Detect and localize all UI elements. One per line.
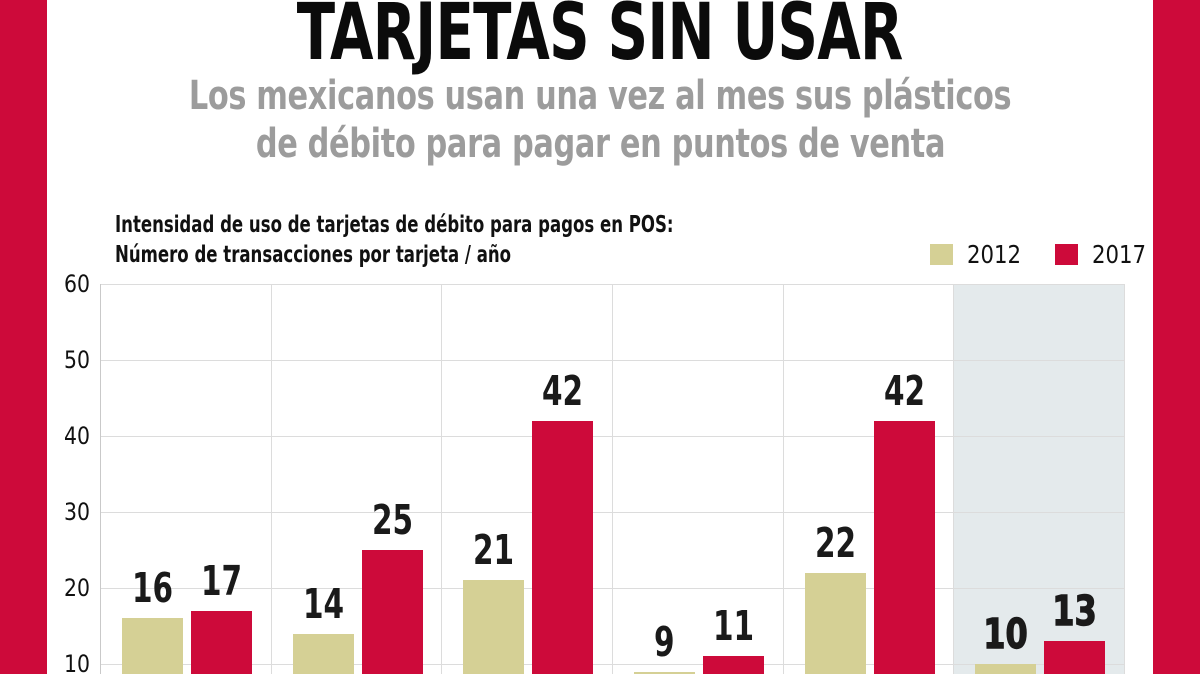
bar-2012-group-2 xyxy=(292,633,354,674)
legend-item-2012: 2012 xyxy=(930,240,1031,269)
bar-value-label-2017-group-5: 42 xyxy=(844,366,965,415)
y-axis-tick-40: 40 xyxy=(64,422,90,450)
bar-2012-group-1 xyxy=(122,618,183,674)
bar-value-text: 42 xyxy=(883,366,925,415)
y-axis-tick-20: 20 xyxy=(64,574,90,602)
bar-value-text: 21 xyxy=(473,526,515,575)
bar-chart-plot-area: 10 20 30 40 50 60 16 14 21 9 22 10 17 25 42 11 42 13 xyxy=(64,270,1125,674)
legend-label-2017: 2017 xyxy=(1091,240,1146,269)
bar-value-label-2017-group-3: 42 xyxy=(502,366,623,415)
bar-value-label-2012-group-1: 16 xyxy=(92,564,213,613)
page-title: TARJETAS SIN USAR xyxy=(297,0,903,78)
bar-value-label-2017-group-6: 13 xyxy=(1014,587,1135,636)
chart-title-line-2: Número de transacciones por tarjeta / añ… xyxy=(115,242,512,268)
legend-label-2012: 2012 xyxy=(967,240,1022,269)
bar-2012-group-6 xyxy=(975,664,1037,674)
bar-value-label-2017-group-2: 25 xyxy=(332,496,453,544)
y-axis-tick-10: 10 xyxy=(64,650,90,674)
legend-swatch-2012 xyxy=(930,244,953,265)
y-axis-tick-30: 30 xyxy=(64,498,90,526)
bar-value-text: 13 xyxy=(1052,587,1098,636)
bar-2017-group-4 xyxy=(703,656,764,674)
bar-value-text: 25 xyxy=(371,496,413,544)
gridline-x-2 xyxy=(441,284,442,674)
bar-value-label-2012-group-4: 9 xyxy=(604,617,725,666)
bar-value-text: 17 xyxy=(200,556,243,605)
bar-2017-group-5 xyxy=(873,420,935,674)
bar-value-text: 14 xyxy=(302,579,344,628)
y-axis-tick-60: 60 xyxy=(64,270,90,298)
y-axis-line xyxy=(100,284,101,674)
bar-2012-group-3 xyxy=(463,580,525,674)
bar-value-text: 9 xyxy=(654,617,675,666)
bar-value-label-2012-group-3: 21 xyxy=(433,526,554,575)
subtitle-line-2: de débito para pagar en puntos de venta xyxy=(255,121,945,167)
bar-value-text: 11 xyxy=(712,602,755,651)
bar-value-text: 42 xyxy=(542,366,584,415)
chart-title-block: Intensidad de uso de tarjetas de débito … xyxy=(115,210,891,270)
gridline-x-3 xyxy=(612,284,613,674)
subtitle-line-1: Los mexicanos usan una vez al mes sus pl… xyxy=(188,73,1012,119)
bar-value-text: 16 xyxy=(131,564,174,613)
right-accent-border xyxy=(1153,0,1200,674)
bar-value-text: 10 xyxy=(983,610,1029,658)
bar-2012-group-4 xyxy=(634,671,695,674)
bar-value-label-2017-group-4: 11 xyxy=(673,602,794,651)
bar-2017-group-2 xyxy=(361,550,423,674)
bar-2012-group-5 xyxy=(804,572,866,674)
chart-title-line-1: Intensidad de uso de tarjetas de débito … xyxy=(115,212,674,238)
legend-item-2017: 2017 xyxy=(1054,240,1156,269)
gridline-x-4 xyxy=(783,284,784,674)
left-accent-border xyxy=(0,0,47,674)
bar-value-label-2012-group-2: 14 xyxy=(263,579,384,628)
bar-2017-group-6 xyxy=(1044,641,1106,674)
gridline-x-5 xyxy=(953,284,954,674)
bar-value-label-2012-group-5: 22 xyxy=(775,518,896,567)
bar-2017-group-3 xyxy=(532,420,594,674)
legend-swatch-2017 xyxy=(1054,244,1078,265)
highlighted-group-region xyxy=(953,284,1124,674)
bar-value-text: 22 xyxy=(814,518,856,567)
header: TARJETAS SIN USAR xyxy=(47,0,1153,72)
legend: 2012 2017 xyxy=(930,240,1155,269)
gridline-x-6 xyxy=(1124,284,1125,674)
bar-value-label-2017-group-1: 17 xyxy=(161,556,282,605)
gridline-x-1 xyxy=(271,284,272,674)
y-axis-tick-50: 50 xyxy=(64,346,90,374)
bar-2017-group-1 xyxy=(191,610,252,674)
bar-value-label-2012-group-6: 10 xyxy=(945,610,1066,658)
